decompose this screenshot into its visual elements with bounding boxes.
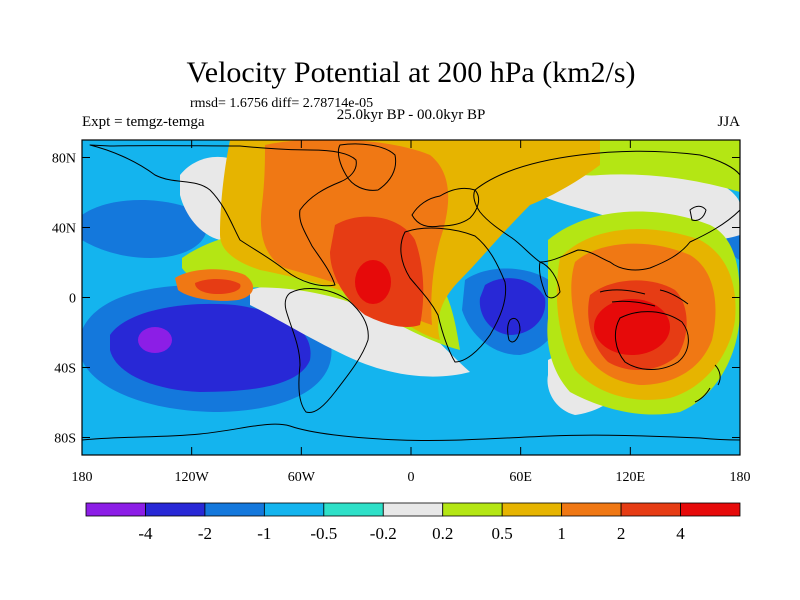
colorbar-label: -4 [138,524,153,543]
colorbar-swatch [561,502,622,517]
lat-tick-label: 80N [52,152,76,167]
lon-tick-label: 120E [616,470,646,485]
coastline-south-america [284,288,369,414]
velocity-potential-field [82,140,740,455]
lat-tick-label: 0 [69,292,76,307]
colorbar-label: 2 [617,524,626,543]
colorbar-swatch [323,502,384,517]
contour-neg1-north-pacific [82,200,208,258]
lon-tick-label: 180 [72,470,93,485]
colorbar-swatch [204,502,265,517]
colorbar-label: -0.2 [370,524,397,543]
map-title: Velocity Potential at 200 hPa (km2/s) [186,56,635,89]
colorbar-label: 0.5 [492,524,513,543]
longitude-axis: 180 120W 60W 0 60E 120E 180 [72,140,751,485]
lon-tick-label: 120W [175,470,210,485]
coastline-new-zealand [694,364,721,403]
lon-tick-label: 60W [288,470,316,485]
experiment-label: Expt = temgz-temga [82,114,205,130]
period-label: 25.0kyr BP - 00.0kyr BP [337,107,486,123]
lon-tick-label: 180 [730,470,751,485]
coastline-africa [400,227,507,363]
contour-pos4-atlantic-core [355,260,391,304]
colorbar-swatch [620,502,681,517]
colorbar-swatch [85,502,146,517]
lat-tick-label: 80S [54,432,76,447]
coastline-greenland [337,143,397,191]
colorbar-swatch [263,502,325,517]
contour-neg2-south-pacific [110,303,311,392]
lon-tick-label: 60E [509,470,532,485]
colorbar-swatch [442,502,503,517]
season-label: JJA [717,114,740,130]
contour-pos2-pacific-small [195,278,241,294]
stats-label: rmsd= 1.6756 diff= 2.78714e-05 [190,96,373,111]
coastline-north-america [89,144,357,287]
coastline-antarctica [82,423,740,442]
colorbar-swatch [501,502,563,517]
colorbar-label: 1 [557,524,566,543]
colorbar-swatch [145,502,206,517]
coastline-india [539,261,561,299]
contour-neg2-indian [479,278,546,335]
colorbar: -4 -2 -1 -0.5 -0.2 0.2 0.5 1 2 4 [85,502,741,543]
colorbar-label: 0.2 [432,524,453,543]
coastline-australia [614,311,689,370]
lat-tick-label: 40N [52,222,76,237]
colorbar-label: 4 [676,524,685,543]
coastline-madagascar [507,317,521,343]
coastlines [82,143,740,442]
contour-pos4-maritime-core [594,299,670,355]
contour-neg4-core [138,327,172,353]
coastline-europe [411,187,480,228]
coastline-japan [689,205,707,221]
lon-tick-label: 0 [408,470,415,485]
lat-tick-label: 40S [54,362,76,377]
colorbar-label: -1 [257,524,271,543]
colorbar-swatch [382,502,444,517]
coastline-asia [473,150,740,271]
colorbar-label: -2 [198,524,212,543]
contour-neutral-atlantic [250,282,470,377]
colorbar-swatch [680,502,741,517]
latitude-axis: 80N 40N 0 40S 80S [52,152,740,447]
coastline-indonesia [599,289,689,307]
colorbar-label: -0.5 [310,524,337,543]
